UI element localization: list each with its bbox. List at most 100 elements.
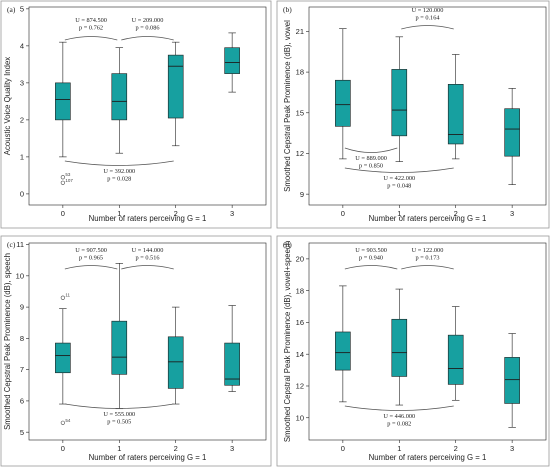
y-tick-label: 9 xyxy=(300,190,304,199)
x-axis-label: Number of raters perceiving G = 1 xyxy=(369,453,487,462)
p-value: p = 0.965 xyxy=(79,255,103,262)
comparison-bracket xyxy=(64,160,174,166)
y-axis-label: Smoothed Cepstral Peak Prominence (dB), … xyxy=(3,253,12,430)
p-value: p = 0.164 xyxy=(415,15,440,22)
y-tick-label: 2 xyxy=(20,115,24,124)
u-statistic: U = 120.000 xyxy=(412,7,444,14)
x-tick-label: 1 xyxy=(397,444,401,453)
y-tick-label: 9 xyxy=(20,303,24,312)
box-0 xyxy=(55,342,71,374)
y-tick-label: 1 xyxy=(20,152,24,161)
u-statistic: U = 209.000 xyxy=(132,17,164,24)
box-1 xyxy=(391,69,408,137)
y-tick-label: 15 xyxy=(296,108,304,117)
comparison-bracket xyxy=(344,147,398,153)
y-tick-label: 11 xyxy=(16,240,24,249)
p-value: p = 0.505 xyxy=(107,419,131,426)
y-tick-label: 18 xyxy=(296,68,304,77)
box-1 xyxy=(111,73,128,121)
x-tick-label: 2 xyxy=(454,444,458,453)
outlier-label: 11 xyxy=(65,293,70,298)
y-tick-label: 10 xyxy=(296,413,304,422)
y-axis-label: Acoustic Voice Quality Index xyxy=(3,57,12,155)
plot-area xyxy=(308,242,547,441)
box-3 xyxy=(504,108,520,157)
outlier-point xyxy=(60,175,65,180)
x-tick-label: 3 xyxy=(230,209,234,218)
x-axis-label: Number of raters perceiving G = 1 xyxy=(89,214,207,223)
box-2 xyxy=(447,84,464,145)
p-value: p = 0.173 xyxy=(415,255,439,262)
y-tick-label: 0 xyxy=(20,189,24,198)
x-tick-label: 0 xyxy=(61,209,65,218)
outlier-point xyxy=(60,420,65,425)
u-statistic: U = 122.000 xyxy=(412,247,444,254)
plot-area xyxy=(308,6,547,206)
box-3 xyxy=(224,342,240,386)
y-tick-label: 20 xyxy=(296,254,304,263)
panel-frame xyxy=(0,0,272,229)
panel-letter: (a) xyxy=(7,5,16,14)
y-tick-label: 4 xyxy=(20,41,24,50)
y-tick-label: 16 xyxy=(296,318,304,327)
comparison-bracket xyxy=(64,265,118,270)
box-1 xyxy=(391,318,408,377)
y-tick-label: 3 xyxy=(20,78,24,87)
box-1 xyxy=(111,320,128,375)
box-0 xyxy=(335,331,351,371)
box-3 xyxy=(224,47,240,74)
u-statistic: U = 446.000 xyxy=(383,413,415,420)
u-statistic: U = 874.500 xyxy=(75,17,107,24)
panel-frame xyxy=(276,0,550,229)
y-tick-label: 10 xyxy=(16,271,24,280)
x-tick-label: 0 xyxy=(341,444,345,453)
u-statistic: U = 422.000 xyxy=(383,175,415,182)
p-value: p = 0.086 xyxy=(135,25,159,32)
outlier-label: 53 xyxy=(65,172,71,177)
y-axis-label: Smoothed Cepstral Peak Prominence (dB), … xyxy=(283,241,292,442)
x-tick-label: 3 xyxy=(510,444,514,453)
y-tick-label: 7 xyxy=(20,365,24,374)
u-statistic: U = 907.500 xyxy=(75,247,107,254)
y-tick-label: 5 xyxy=(20,428,24,437)
u-statistic: U = 555.000 xyxy=(103,411,135,418)
x-axis-label: Number of raters perceiving G = 1 xyxy=(89,453,207,462)
x-tick-label: 2 xyxy=(174,209,178,218)
p-value: p = 0.850 xyxy=(359,163,383,170)
outlier-point xyxy=(60,180,65,185)
comparison-bracket xyxy=(401,265,454,270)
y-tick-label: 12 xyxy=(296,149,304,158)
y-tick-label: 6 xyxy=(20,397,24,406)
p-value: p = 0.048 xyxy=(387,183,411,190)
panel-letter: (c) xyxy=(7,240,16,249)
comparison-bracket xyxy=(344,265,398,270)
x-tick-label: 3 xyxy=(230,444,234,453)
y-tick-label: 18 xyxy=(296,286,304,295)
comparison-bracket xyxy=(344,167,454,173)
panel-letter: (b) xyxy=(283,5,292,14)
x-axis-label: Number of raters perceiving G = 1 xyxy=(369,214,487,223)
plot-area xyxy=(28,6,267,206)
p-value: p = 0.028 xyxy=(107,176,131,183)
comparison-bracket xyxy=(121,265,174,270)
y-tick-label: 5 xyxy=(20,4,24,13)
u-statistic: U = 889.000 xyxy=(355,155,387,162)
y-tick-label: 21 xyxy=(296,27,304,36)
comparison-bracket xyxy=(121,36,174,41)
comparison-bracket xyxy=(64,36,118,41)
x-tick-label: 1 xyxy=(117,209,121,218)
outlier-label: 54 xyxy=(65,418,71,423)
comparison-bracket xyxy=(64,403,174,409)
box-2 xyxy=(167,54,184,119)
x-tick-label: 1 xyxy=(117,444,121,453)
box-0 xyxy=(335,79,351,127)
p-value: p = 0.762 xyxy=(79,25,103,32)
u-statistic: U = 144.000 xyxy=(132,247,164,254)
panel-frame xyxy=(0,235,272,467)
outlier-point xyxy=(60,295,65,300)
box-2 xyxy=(167,336,184,389)
y-tick-label: 8 xyxy=(20,334,24,343)
p-value: p = 0.940 xyxy=(359,255,383,262)
u-statistic: U = 392.000 xyxy=(103,168,135,175)
